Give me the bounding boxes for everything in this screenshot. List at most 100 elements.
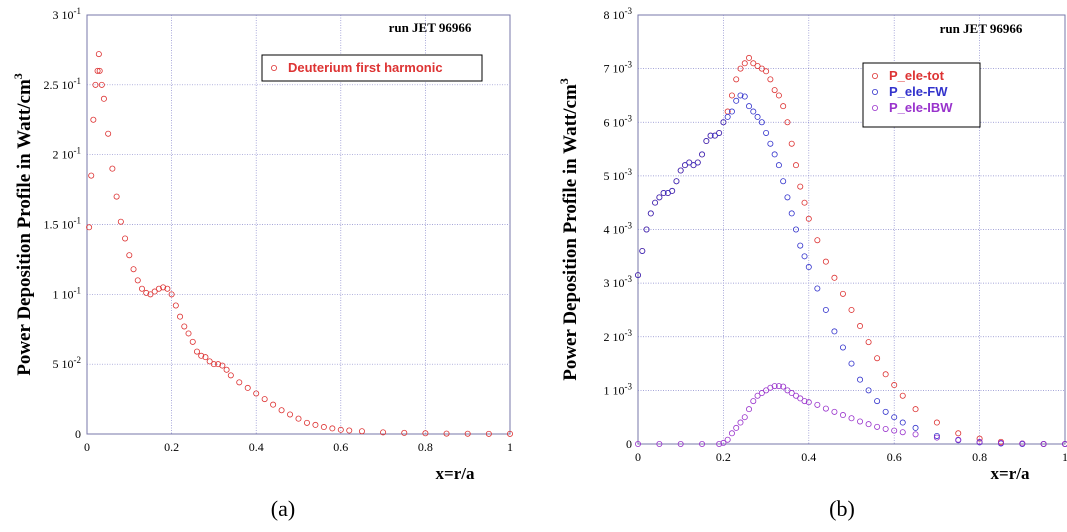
x-tick-label: 0.8 (972, 450, 987, 464)
data-point (839, 344, 846, 351)
data-point (312, 421, 319, 428)
data-point (635, 272, 642, 279)
y-tick-mantissa: 2.5 10 (44, 78, 74, 92)
y-tick-mantissa: 0 (75, 427, 81, 441)
data-point (346, 427, 353, 434)
data-point (130, 266, 137, 273)
data-point (737, 419, 744, 426)
legend-marker (872, 89, 879, 96)
data-point (1062, 441, 1067, 447)
data-point (716, 440, 723, 447)
data-point (899, 392, 906, 399)
data-point (891, 414, 898, 421)
data-point (848, 415, 855, 422)
y-axis-label-exponent: 3 (11, 73, 25, 79)
series-p-ele-fw (635, 92, 1067, 447)
data-point (724, 113, 731, 120)
y-tick-label: 0 (75, 427, 81, 441)
data-point (643, 226, 650, 233)
data-point (443, 430, 450, 437)
data-point (784, 119, 791, 126)
y-tick-exponent: -3 (625, 6, 633, 16)
data-point (724, 436, 731, 443)
data-point (164, 285, 171, 292)
data-point (784, 194, 791, 201)
data-point (117, 218, 124, 225)
data-point (754, 113, 761, 120)
y-tick-label: 7 10-3 (604, 60, 633, 76)
data-point (750, 398, 757, 405)
data-point (270, 401, 277, 408)
data-point (215, 361, 222, 368)
data-point (1019, 440, 1026, 447)
data-point (189, 338, 196, 345)
data-point (105, 130, 112, 137)
run-annotation: run JET 96966 (389, 20, 472, 35)
data-point (801, 253, 808, 260)
data-point (711, 132, 718, 139)
y-tick-mantissa: 1.5 10 (44, 218, 74, 232)
data-point (839, 290, 846, 297)
data-point (801, 199, 808, 206)
data-point (177, 313, 184, 320)
data-point (733, 424, 740, 431)
data-point (86, 224, 93, 231)
y-axis-label: Power Deposition Profile in Watt/cm3 (11, 73, 35, 376)
legend-marker (270, 65, 277, 72)
data-point (976, 435, 983, 442)
legend-label: Deuterium first harmonic (288, 60, 443, 75)
x-axis-label: x=r/a (991, 464, 1030, 483)
data-point (865, 421, 872, 428)
x-tick-label: 0.6 (887, 450, 902, 464)
y-tick-label: 2 10-1 (53, 146, 82, 162)
data-point (797, 183, 804, 190)
data-point (857, 418, 864, 425)
data-point (202, 354, 209, 361)
data-point (771, 383, 778, 390)
series-p-ele-tot (635, 54, 1067, 447)
data-point (767, 140, 774, 147)
data-point (758, 119, 765, 126)
y-tick-label: 3 10-1 (53, 6, 82, 22)
data-point (780, 383, 787, 390)
y-tick-exponent: -1 (74, 216, 82, 226)
data-point (660, 190, 667, 197)
legend-label: P_ele-tot (889, 68, 945, 83)
data-point (746, 103, 753, 110)
data-point (1040, 440, 1047, 447)
data-point (912, 424, 919, 431)
data-point (151, 288, 158, 295)
data-point (891, 382, 898, 389)
y-tick-exponent: -3 (625, 113, 633, 123)
data-point (656, 194, 663, 201)
x-tick-label: 1 (507, 440, 513, 454)
data-point (848, 360, 855, 367)
data-point (193, 348, 200, 355)
data-point (814, 237, 821, 244)
y-tick-mantissa: 4 10 (604, 223, 625, 237)
data-point (647, 210, 654, 217)
data-point (168, 291, 175, 298)
data-point (380, 429, 387, 436)
data-point (771, 151, 778, 158)
data-point (185, 330, 192, 337)
y-tick-exponent: -1 (74, 76, 82, 86)
y-tick-mantissa: 3 10 (604, 276, 625, 290)
data-point (733, 76, 740, 83)
data-point (805, 399, 812, 406)
data-point (763, 387, 770, 394)
y-tick-label: 3 10-3 (604, 274, 633, 290)
legend-marker (872, 73, 879, 80)
data-point (656, 440, 663, 447)
y-tick-exponent: -3 (625, 274, 633, 284)
x-tick-label: 0.6 (333, 440, 348, 454)
y-tick-mantissa: 3 10 (53, 8, 74, 22)
x-tick-label: 0.2 (716, 450, 731, 464)
y-axis-label-text: Power Deposition Profile in Watt/cm (14, 79, 35, 376)
data-point (750, 60, 757, 67)
data-point (741, 93, 748, 100)
y-tick-mantissa: 0 (626, 437, 632, 451)
data-point (746, 406, 753, 413)
y-tick-label: 8 10-3 (604, 6, 633, 22)
data-point (138, 285, 145, 292)
